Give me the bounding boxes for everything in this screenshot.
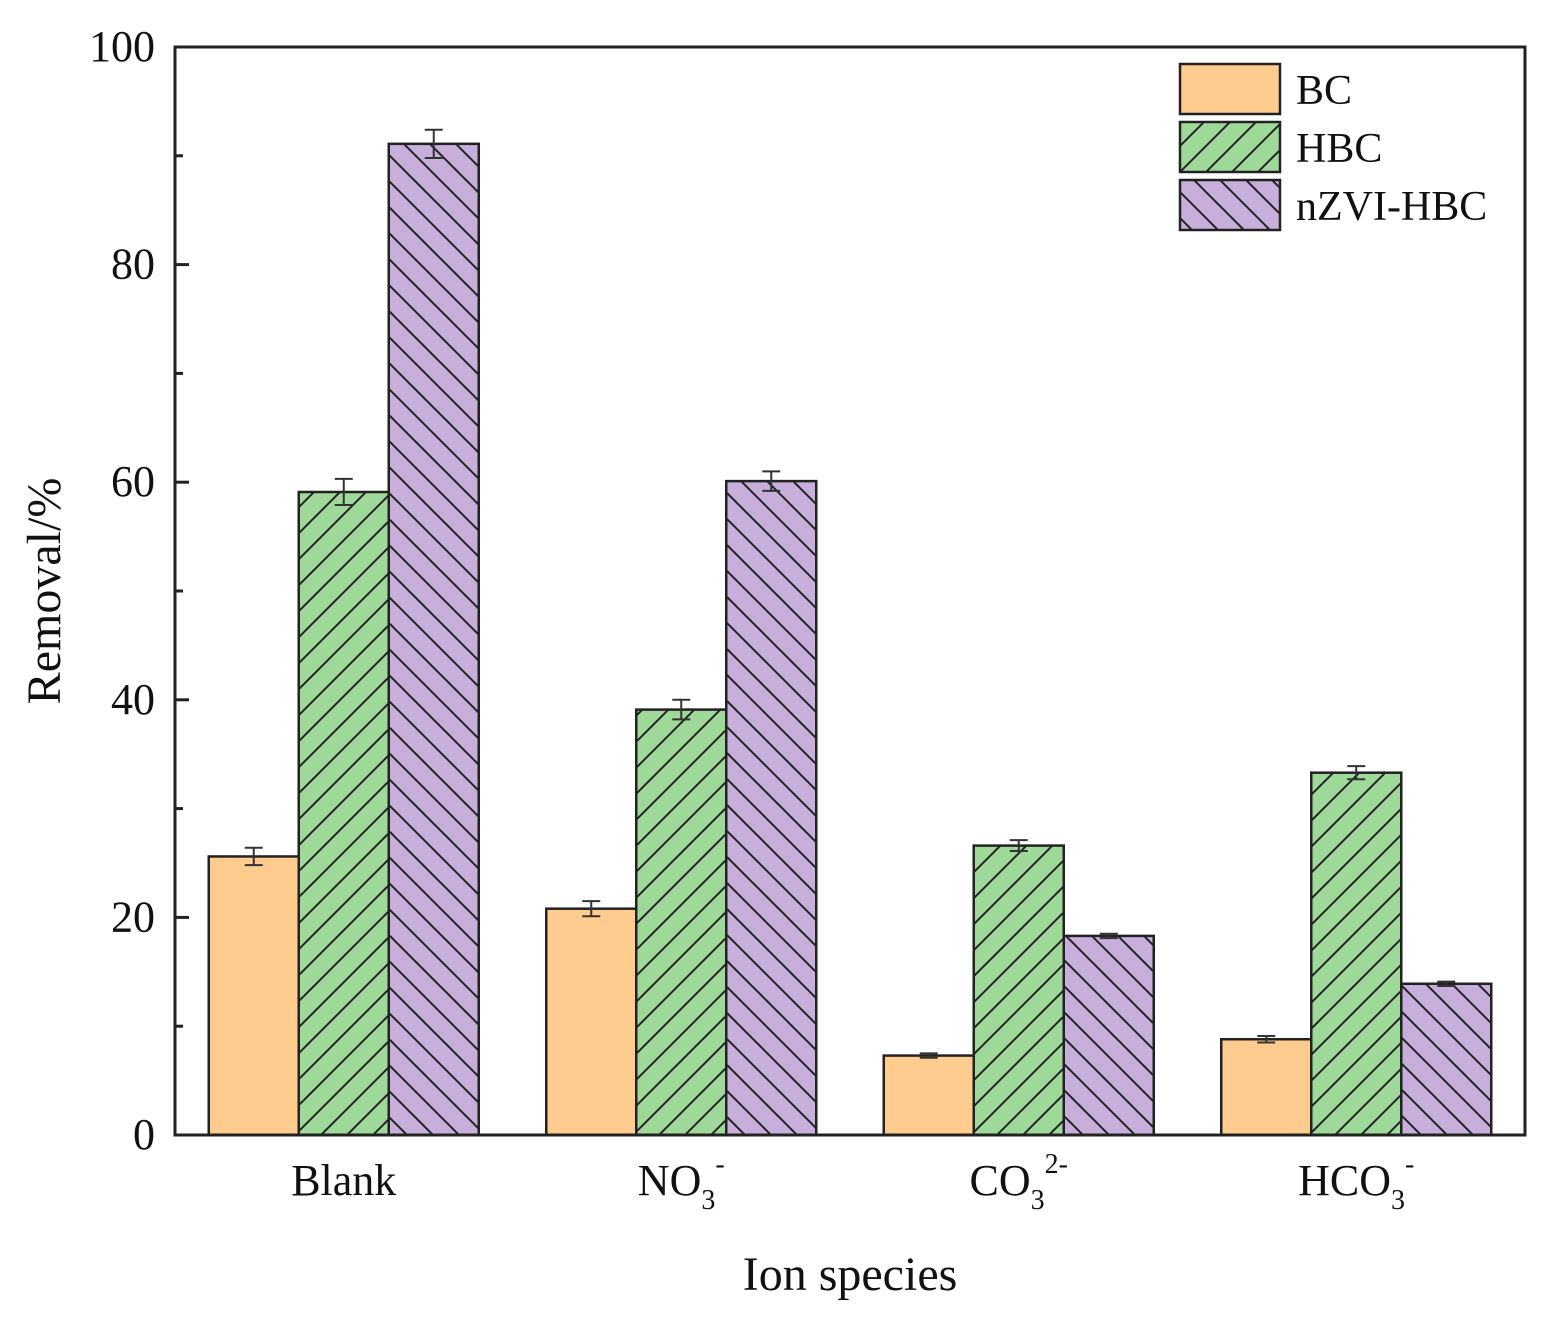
bar-hbc-blank bbox=[297, 490, 390, 1137]
bar-nzvi-hbc-blank bbox=[387, 142, 480, 1137]
bar-nzvi-hbc-no bbox=[725, 479, 818, 1137]
legend-swatch-hbc bbox=[1178, 120, 1282, 174]
bar-hbc-co bbox=[972, 844, 1065, 1137]
bar-bc-hco bbox=[1220, 1038, 1313, 1137]
bar-bc-no bbox=[545, 907, 638, 1137]
legend-label-hbc: HBC bbox=[1296, 126, 1382, 172]
y-tick-label: 100 bbox=[89, 22, 155, 71]
error-bar-hbc-no bbox=[672, 698, 691, 721]
error-bar-bc-blank bbox=[244, 846, 263, 867]
x-tick-label-hco: HCO3- bbox=[1298, 1149, 1414, 1216]
error-bar-nzvi-hbc-hco bbox=[1437, 980, 1456, 987]
y-tick-label: 80 bbox=[111, 240, 155, 289]
error-bar-nzvi-hbc-no bbox=[762, 470, 781, 492]
x-axis: Blank NO3- CO32- HCO3- bbox=[291, 1149, 1414, 1216]
bar-hbc-hco bbox=[1310, 771, 1403, 1137]
y-axis: 0 20 40 60 80 100 bbox=[89, 22, 189, 1159]
error-bar-nzvi-hbc-co bbox=[1099, 932, 1118, 940]
error-bar-hbc-hco bbox=[1347, 765, 1366, 781]
error-bar-hbc-blank bbox=[334, 477, 353, 507]
x-tick-label-co: CO32- bbox=[970, 1149, 1068, 1216]
bar-bc-co bbox=[882, 1054, 975, 1137]
bar-group bbox=[207, 142, 1493, 1137]
y-tick-label: 20 bbox=[111, 892, 155, 941]
error-bar-bc-co bbox=[919, 1052, 938, 1059]
y-axis-title: Removal/% bbox=[18, 478, 71, 705]
error-bar-group bbox=[244, 128, 1456, 1059]
legend-swatch-nzvi-hbc bbox=[1178, 178, 1282, 232]
bar-nzvi-hbc-co bbox=[1062, 934, 1155, 1137]
legend: BC HBC nZVI-HBC bbox=[1178, 62, 1487, 232]
legend-label-bc: BC bbox=[1296, 68, 1352, 114]
error-bar-bc-no bbox=[582, 900, 601, 918]
y-tick-label: 40 bbox=[111, 675, 155, 724]
error-bar-hbc-co bbox=[1009, 839, 1028, 853]
y-tick-label: 0 bbox=[133, 1110, 155, 1159]
x-axis-title: Ion species bbox=[743, 1248, 958, 1301]
x-tick-label-no: NO3- bbox=[638, 1149, 725, 1216]
error-bar-nzvi-hbc-blank bbox=[424, 128, 443, 159]
x-tick-label-blank: Blank bbox=[291, 1156, 396, 1205]
y-tick-label: 60 bbox=[111, 457, 155, 506]
legend-swatch-bc bbox=[1178, 62, 1282, 116]
bar-bc-blank bbox=[207, 855, 300, 1137]
bar-hbc-no bbox=[635, 708, 728, 1137]
legend-label-nzvi-hbc: nZVI-HBC bbox=[1296, 184, 1487, 230]
error-bar-bc-hco bbox=[1257, 1034, 1276, 1044]
bar-nzvi-hbc-hco bbox=[1400, 982, 1493, 1137]
